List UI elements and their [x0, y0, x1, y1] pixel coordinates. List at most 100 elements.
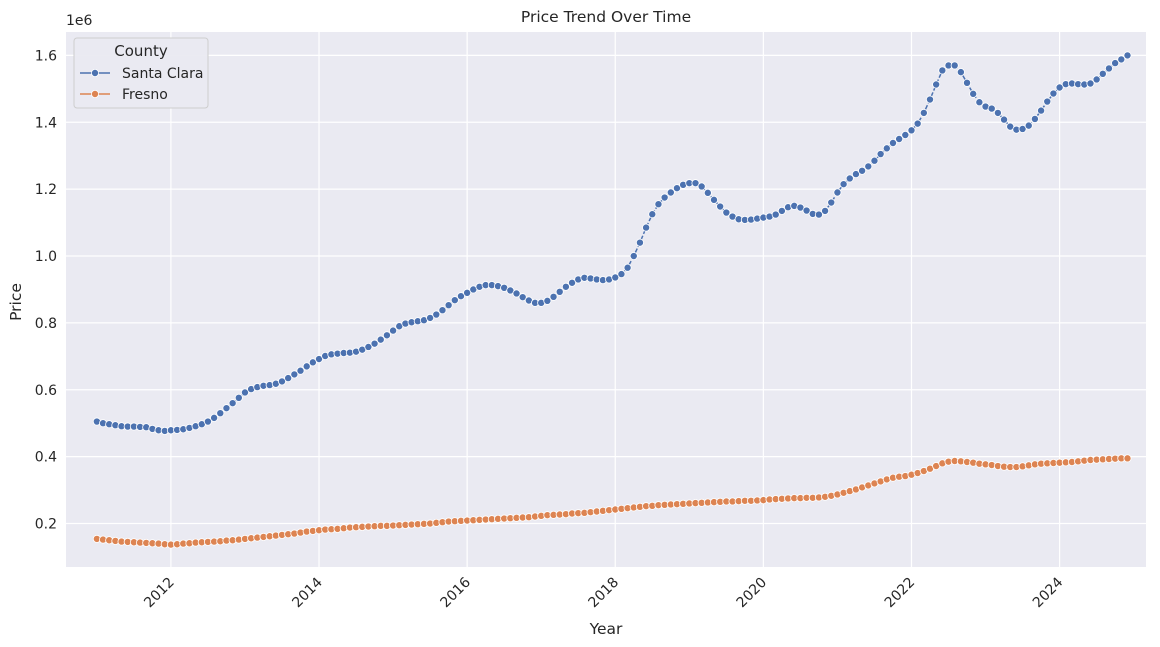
data-point [1104, 64, 1113, 73]
x-tick-label: 2020 [734, 575, 771, 612]
x-tick-label: 2022 [882, 575, 919, 612]
data-point [821, 206, 830, 215]
data-point [913, 119, 922, 128]
data-point [845, 174, 854, 183]
data-point [549, 292, 558, 301]
data-point [277, 377, 286, 386]
data-point [543, 296, 552, 305]
data-point [555, 287, 564, 296]
data-point [210, 413, 219, 422]
data-point [611, 273, 620, 282]
data-point [561, 282, 570, 291]
data-point [512, 289, 521, 298]
data-point [284, 374, 293, 383]
data-point [617, 270, 626, 279]
data-point [364, 342, 373, 351]
data-point [919, 108, 928, 117]
data-point [827, 198, 836, 207]
data-point [864, 162, 873, 171]
data-point [839, 180, 848, 189]
data-point [518, 293, 527, 302]
data-point [228, 399, 237, 408]
data-point [858, 166, 867, 175]
data-point [642, 223, 651, 232]
x-tick-label: 2012 [141, 575, 178, 612]
data-point [950, 61, 959, 70]
y-tick-label: 0.6 [35, 383, 57, 399]
plot-area [66, 32, 1146, 567]
data-point [456, 292, 465, 301]
data-point [882, 144, 891, 153]
data-point [777, 206, 786, 215]
y-axis-offset-label: 1e6 [66, 13, 93, 29]
y-axis-title: Price [7, 283, 25, 321]
legend-box [73, 37, 209, 109]
data-point [697, 182, 706, 191]
data-point [1037, 106, 1046, 115]
x-tick-label: 2024 [1030, 574, 1067, 611]
x-axis-ticks: 2012 2014 2016 2018 2020 2022 2024 [141, 574, 1066, 611]
data-point [1092, 75, 1101, 84]
y-tick-label: 1.6 [35, 48, 57, 64]
data-point [660, 193, 669, 202]
data-point [1030, 114, 1039, 123]
data-point [722, 208, 731, 217]
data-point [432, 310, 441, 319]
data-point [438, 306, 447, 315]
data-point [895, 134, 904, 143]
data-point [716, 202, 725, 211]
data-point [302, 362, 311, 371]
data-point [216, 409, 225, 418]
x-axis-title: Year [589, 620, 623, 638]
data-point [833, 188, 842, 197]
y-axis-ticks: 0.2 0.4 0.6 0.8 1.0 1.2 1.4 1.6 [35, 48, 57, 532]
data-point [956, 68, 965, 77]
data-point [691, 179, 700, 188]
data-point [450, 296, 459, 305]
data-point [444, 301, 453, 310]
data-point [234, 393, 243, 402]
data-point [222, 404, 231, 413]
data-point [987, 104, 996, 113]
data-point [623, 263, 632, 272]
legend-label-santa-clara: Santa Clara [122, 66, 203, 82]
y-tick-label: 1.0 [35, 249, 57, 265]
legend-title: County [114, 42, 168, 60]
data-point [1123, 454, 1132, 463]
data-point [888, 139, 897, 148]
data-point [932, 80, 941, 89]
data-point [876, 150, 885, 159]
data-point [938, 66, 947, 75]
y-tick-label: 1.2 [35, 182, 57, 198]
series-fresno [92, 454, 1132, 549]
data-point [1098, 69, 1107, 78]
y-tick-label: 0.4 [35, 450, 57, 466]
data-point [629, 252, 638, 261]
data-point [296, 366, 305, 375]
data-point [654, 200, 663, 209]
data-point [1018, 124, 1027, 133]
data-point [975, 98, 984, 107]
data-point [389, 326, 398, 335]
data-point [666, 188, 675, 197]
data-point [802, 206, 811, 215]
data-point [703, 188, 712, 197]
data-point [901, 130, 910, 139]
series-santa-clara [92, 51, 1132, 435]
data-point [382, 331, 391, 340]
legend-marker-santa-clara [91, 69, 100, 78]
legend: County Santa Clara Fresno [73, 37, 209, 109]
data-point [648, 210, 657, 219]
data-point [1086, 79, 1095, 88]
data-point [463, 288, 472, 297]
data-point [870, 156, 879, 165]
chart-title: Price Trend Over Time [521, 8, 691, 26]
y-tick-label: 1.4 [35, 115, 57, 131]
legend-item-santa-clara: Santa Clara [80, 66, 203, 82]
data-point [710, 195, 719, 204]
data-point [1024, 121, 1033, 130]
data-point [771, 210, 780, 219]
data-point [290, 370, 299, 379]
data-point [203, 417, 212, 426]
